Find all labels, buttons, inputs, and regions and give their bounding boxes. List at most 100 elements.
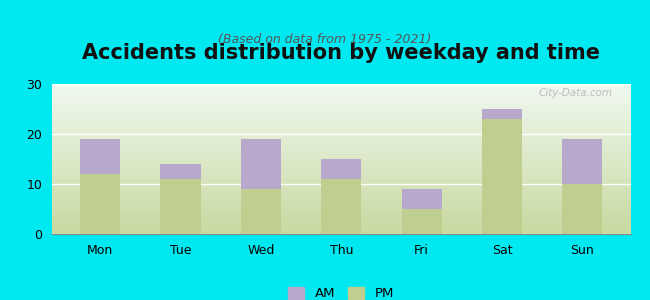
Bar bbox=[52, 223, 630, 224]
Bar bbox=[52, 160, 630, 161]
Bar bbox=[52, 102, 630, 103]
Bar bbox=[52, 203, 630, 204]
Bar bbox=[161, 179, 201, 234]
Title: Accidents distribution by weekday and time: Accidents distribution by weekday and ti… bbox=[83, 43, 600, 63]
Bar bbox=[52, 170, 630, 171]
Bar bbox=[52, 110, 630, 111]
Bar bbox=[52, 169, 630, 170]
Bar bbox=[52, 228, 630, 229]
Bar bbox=[52, 113, 630, 114]
Bar bbox=[52, 159, 630, 160]
Bar bbox=[52, 160, 630, 161]
Bar bbox=[52, 179, 630, 180]
Bar bbox=[482, 119, 522, 234]
Bar bbox=[52, 122, 630, 123]
Bar bbox=[52, 100, 630, 101]
Bar bbox=[52, 145, 630, 146]
Bar bbox=[52, 104, 630, 105]
Bar bbox=[52, 85, 630, 86]
Bar bbox=[52, 191, 630, 192]
Bar bbox=[52, 111, 630, 112]
Bar bbox=[52, 173, 630, 174]
Bar bbox=[161, 164, 201, 179]
Bar bbox=[52, 215, 630, 216]
Bar bbox=[52, 106, 630, 107]
Bar bbox=[52, 146, 630, 147]
Bar bbox=[52, 164, 630, 165]
Bar bbox=[52, 121, 630, 122]
Bar bbox=[52, 90, 630, 91]
Bar bbox=[52, 227, 630, 228]
Bar bbox=[52, 182, 630, 183]
Bar bbox=[52, 202, 630, 203]
Bar bbox=[52, 192, 630, 193]
Bar bbox=[52, 212, 630, 213]
Bar bbox=[52, 226, 630, 227]
Bar bbox=[52, 133, 630, 134]
Bar bbox=[52, 144, 630, 145]
Bar bbox=[52, 232, 630, 233]
Bar bbox=[52, 197, 630, 198]
Bar bbox=[52, 94, 630, 95]
Bar bbox=[52, 101, 630, 102]
Bar bbox=[52, 174, 630, 175]
Bar bbox=[52, 158, 630, 159]
Bar bbox=[52, 221, 630, 222]
Bar bbox=[240, 139, 281, 189]
Bar bbox=[52, 112, 630, 113]
Bar bbox=[52, 211, 630, 212]
Bar bbox=[52, 128, 630, 129]
Bar bbox=[52, 166, 630, 167]
Bar bbox=[52, 169, 630, 170]
Bar bbox=[80, 139, 120, 174]
Bar bbox=[52, 163, 630, 164]
Text: City-Data.com: City-Data.com bbox=[539, 88, 613, 98]
Bar bbox=[52, 150, 630, 151]
Bar bbox=[52, 233, 630, 234]
Bar bbox=[52, 187, 630, 188]
Bar bbox=[52, 115, 630, 116]
Bar bbox=[52, 207, 630, 208]
Bar bbox=[52, 138, 630, 139]
Bar bbox=[52, 155, 630, 156]
Bar bbox=[52, 199, 630, 200]
Bar bbox=[52, 85, 630, 86]
Bar bbox=[321, 159, 361, 179]
Bar bbox=[52, 171, 630, 172]
Bar bbox=[52, 149, 630, 150]
Bar bbox=[52, 220, 630, 221]
Bar bbox=[52, 148, 630, 149]
Bar bbox=[402, 209, 442, 234]
Bar bbox=[52, 205, 630, 206]
Bar bbox=[52, 185, 630, 186]
Bar bbox=[52, 141, 630, 142]
Bar bbox=[52, 222, 630, 223]
Bar bbox=[52, 189, 630, 190]
Bar bbox=[52, 231, 630, 232]
Bar bbox=[52, 134, 630, 135]
Bar bbox=[52, 157, 630, 158]
Bar bbox=[402, 189, 442, 209]
Bar bbox=[52, 178, 630, 179]
Bar bbox=[562, 139, 603, 184]
Bar bbox=[52, 117, 630, 118]
Bar bbox=[52, 195, 630, 196]
Bar bbox=[52, 217, 630, 218]
Bar bbox=[52, 186, 630, 187]
Bar bbox=[52, 126, 630, 127]
Bar bbox=[52, 152, 630, 153]
Bar bbox=[52, 129, 630, 130]
Bar bbox=[52, 225, 630, 226]
Bar bbox=[52, 143, 630, 144]
Bar bbox=[52, 93, 630, 94]
Bar bbox=[52, 95, 630, 96]
Bar bbox=[562, 184, 603, 234]
Bar bbox=[52, 92, 630, 93]
Bar bbox=[52, 100, 630, 101]
Bar bbox=[52, 213, 630, 214]
Bar bbox=[52, 219, 630, 220]
Bar bbox=[52, 140, 630, 141]
Bar bbox=[52, 118, 630, 119]
Bar bbox=[52, 98, 630, 99]
Bar bbox=[321, 179, 361, 234]
